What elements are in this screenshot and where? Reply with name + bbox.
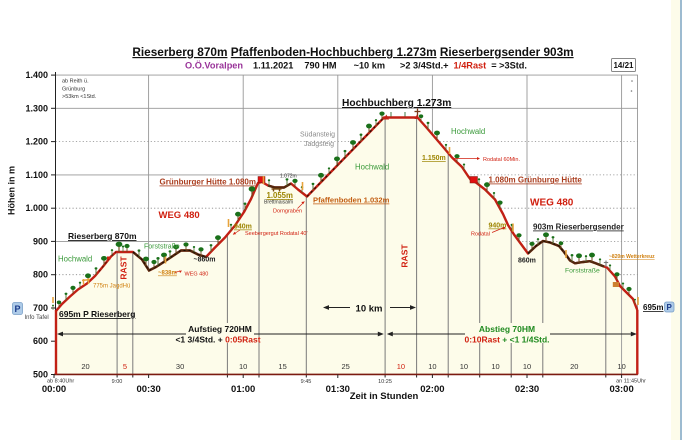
svg-text:25: 25 [342, 362, 350, 371]
svg-text:~838m: ~838m [158, 271, 177, 277]
svg-text:Hochbuchberg 1.273m: Hochbuchberg 1.273m [342, 98, 451, 109]
svg-text:20: 20 [570, 362, 578, 371]
svg-text:01:00: 01:00 [231, 384, 255, 395]
svg-text:Abstieg 70HM: Abstieg 70HM [479, 324, 535, 334]
svg-text:WEG 480: WEG 480 [185, 272, 209, 278]
svg-text:Aufstieg 720HM: Aufstieg 720HM [188, 324, 252, 334]
svg-text:695m: 695m [643, 303, 663, 312]
svg-text:0:10Rast + <1 1/4Std.: 0:10Rast + <1 1/4Std. [464, 335, 549, 345]
svg-text:Pfaffenboden 1.032m: Pfaffenboden 1.032m [313, 196, 390, 205]
svg-text:Seebergergut Rodatal 40': Seebergergut Rodatal 40' [245, 231, 308, 237]
svg-text:Forststraße: Forststraße [565, 268, 600, 275]
svg-text:Hochwald: Hochwald [355, 163, 389, 172]
svg-text:Rodatal: Rodatal [471, 232, 490, 238]
svg-text:860m: 860m [518, 258, 536, 265]
svg-text:600: 600 [33, 336, 48, 346]
svg-text:Rodatal 60Min.: Rodatal 60Min. [483, 157, 520, 163]
svg-text:1.300: 1.300 [25, 103, 48, 113]
svg-text:1.400: 1.400 [25, 70, 48, 80]
svg-text:10: 10 [523, 362, 531, 371]
svg-text:WEG 480: WEG 480 [530, 198, 574, 209]
svg-text:1.000: 1.000 [25, 203, 48, 213]
svg-text:1.200: 1.200 [25, 137, 48, 147]
svg-text:WEG 480: WEG 480 [159, 210, 200, 221]
svg-text:Südansteig: Südansteig [300, 132, 335, 139]
svg-text:20: 20 [81, 362, 89, 371]
svg-text:Forststraße: Forststraße [144, 244, 180, 251]
svg-text:10: 10 [491, 362, 499, 371]
svg-text:Jadgsteig: Jadgsteig [304, 141, 334, 148]
svg-text:ab Reith ü.: ab Reith ü. [62, 79, 89, 85]
svg-text:00:00: 00:00 [42, 384, 66, 395]
svg-text:<1 3/4Std. + 0:05Rast: <1 3/4Std. + 0:05Rast [175, 335, 260, 345]
svg-text:800: 800 [33, 270, 48, 280]
svg-text:1.080m Grünburge Hütte: 1.080m Grünburge Hütte [489, 176, 583, 185]
svg-text:RAST: RAST [119, 256, 129, 280]
svg-text:903m Rieserbergsender: 903m Rieserbergsender [533, 223, 624, 232]
svg-text:1.055m: 1.055m [267, 191, 294, 200]
svg-text:~820m Wetterkreuz: ~820m Wetterkreuz [609, 254, 655, 260]
svg-text:10: 10 [397, 362, 405, 371]
svg-text:Hochwald: Hochwald [451, 127, 485, 136]
svg-text:Rieserberg 870m: Rieserberg 870m [68, 231, 137, 241]
svg-text:~860m: ~860m [194, 257, 216, 264]
svg-text:P: P [667, 303, 673, 312]
svg-text:Brettmaisalm: Brettmaisalm [264, 200, 293, 206]
svg-text:10:25: 10:25 [378, 379, 392, 385]
svg-text:Dorngraben: Dorngraben [273, 209, 302, 215]
svg-text:10: 10 [239, 362, 247, 371]
svg-text:15: 15 [278, 362, 286, 371]
svg-text:01:30: 01:30 [326, 384, 350, 395]
svg-text:03:00: 03:00 [609, 384, 633, 395]
svg-text:30: 30 [176, 362, 184, 371]
svg-text:02:00: 02:00 [420, 384, 444, 395]
svg-text:Grünburg: Grünburg [62, 87, 85, 93]
svg-text:700: 700 [33, 303, 48, 313]
svg-text:02:30: 02:30 [515, 384, 539, 395]
svg-text:1.100: 1.100 [25, 170, 48, 180]
svg-text:14/21: 14/21 [613, 61, 634, 70]
svg-text:1.150m: 1.150m [422, 155, 446, 162]
svg-text:5: 5 [123, 362, 127, 371]
svg-text:RAST: RAST [400, 244, 410, 268]
svg-text:Info Tafel: Info Tafel [25, 315, 49, 321]
svg-text:775m JagdHü: 775m JagdHü [93, 284, 130, 290]
svg-text:695m P Rieserberg: 695m P Rieserberg [59, 309, 135, 319]
svg-text:500: 500 [33, 370, 48, 380]
svg-text:940m: 940m [234, 224, 252, 231]
svg-text:9:45: 9:45 [301, 379, 312, 385]
svg-text:10: 10 [617, 362, 625, 371]
svg-text:9:00: 9:00 [112, 379, 123, 385]
svg-text:10 km: 10 km [356, 304, 383, 315]
svg-text:>53km <1Std.: >53km <1Std. [62, 94, 97, 100]
svg-text:P: P [14, 304, 20, 314]
svg-text:940m: 940m [489, 223, 507, 230]
svg-text:Grünburger Hütte 1.080m: Grünburger Hütte 1.080m [160, 178, 256, 187]
svg-text:10: 10 [428, 362, 436, 371]
svg-text:Rieserberg 870m Pfaffenboden-: Rieserberg 870m Pfaffenboden-Hochbuchber… [132, 45, 573, 59]
svg-text:00:30: 00:30 [136, 384, 160, 395]
svg-text:10: 10 [460, 362, 468, 371]
svg-text:Höhen in m: Höhen in m [7, 166, 17, 215]
svg-text:Zeit in Stunden: Zeit in Stunden [350, 391, 419, 402]
svg-text:ab 8:40Uhr: ab 8:40Uhr [47, 379, 74, 385]
svg-text:Hochwald: Hochwald [58, 255, 92, 264]
svg-text:900: 900 [33, 236, 48, 246]
svg-text:1.072m: 1.072m [280, 174, 297, 180]
svg-text:an 11:45Uhr: an 11:45Uhr [616, 379, 646, 385]
